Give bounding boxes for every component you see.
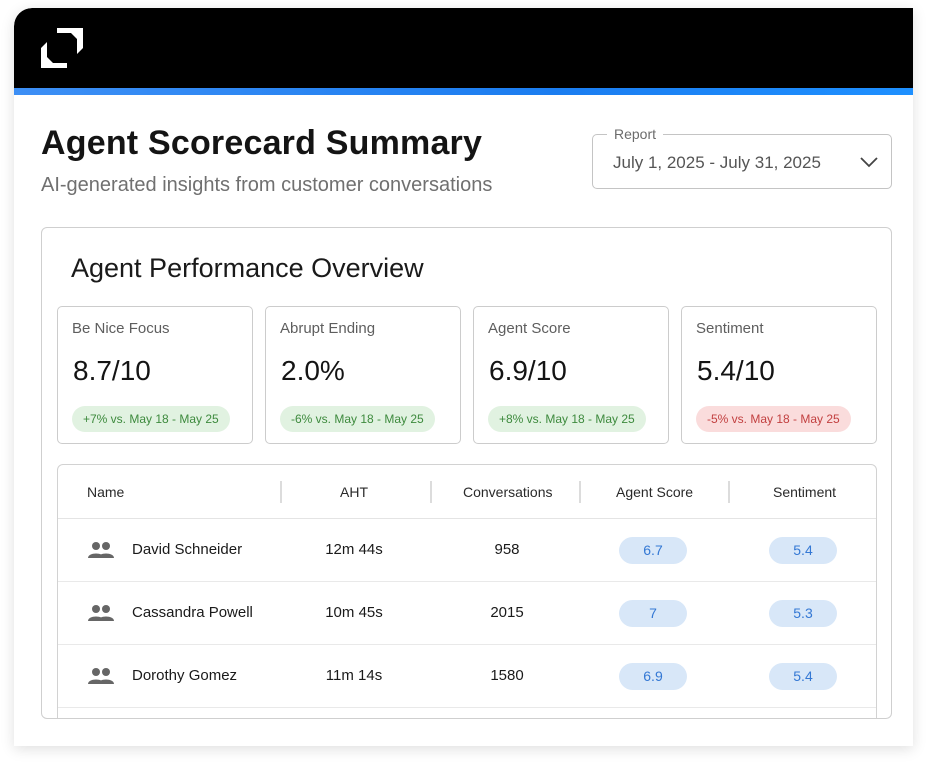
page-title: Agent Scorecard Summary [41, 124, 483, 162]
column-header-aht[interactable]: AHT [340, 484, 368, 500]
metric-change-badge: -6% vs. May 18 - May 25 [280, 406, 435, 432]
page-subtitle: AI-generated insights from customer conv… [41, 174, 493, 196]
table-row[interactable]: David Schneider 12m 44s 958 6.7 5.4 [58, 519, 876, 582]
chevron-down-icon [860, 157, 878, 168]
sentiment-pill: 5.3 [769, 600, 837, 627]
metric-card-be-nice-focus: Be Nice Focus 8.7/10 +7% vs. May 18 - Ma… [57, 306, 253, 444]
table-row[interactable]: Cassandra Powell 10m 45s 2015 7 5.3 [58, 582, 876, 645]
conversations-value: 1580 [490, 667, 524, 684]
report-label: Report [607, 126, 664, 142]
metric-change-badge: +8% vs. May 18 - May 25 [488, 406, 646, 432]
brand-logo-icon[interactable] [41, 28, 83, 68]
column-header-conversations[interactable]: Conversations [463, 484, 553, 500]
column-header-agent-score[interactable]: Agent Score [616, 484, 694, 500]
panel-title: Agent Performance Overview [71, 253, 424, 283]
agent-score-pill: 7 [619, 600, 687, 627]
group-icon [88, 542, 114, 558]
top-bar [14, 8, 913, 88]
top-bar-accent [14, 88, 913, 95]
column-resize-handle[interactable] [579, 481, 581, 503]
column-resize-handle[interactable] [728, 481, 730, 503]
metric-change-badge: +7% vs. May 18 - May 25 [72, 406, 230, 432]
metric-value: 6.9/10 [489, 355, 567, 386]
aht-value: 10m 45s [325, 604, 383, 621]
aht-value: 11m 14s [325, 667, 383, 684]
conversations-value: 958 [494, 541, 520, 558]
column-resize-handle[interactable] [280, 481, 282, 503]
metric-label: Abrupt Ending [280, 320, 376, 337]
app-window: Agent Scorecard Summary AI-generated ins… [14, 8, 913, 746]
metric-value: 5.4/10 [697, 355, 775, 386]
column-resize-handle[interactable] [876, 481, 877, 503]
metric-card-agent-score: Agent Score 6.9/10 +8% vs. May 18 - May … [473, 306, 669, 444]
agent-score-pill: 6.7 [619, 537, 687, 564]
aht-value: 12m 44s [325, 541, 383, 558]
sentiment-pill: 5.4 [769, 663, 837, 690]
table-row[interactable]: Dorothy Gomez 11m 14s 1580 6.9 5.4 [58, 645, 876, 708]
agent-table: Name AHT Conversations Agent Score Senti… [57, 464, 877, 718]
metric-label: Agent Score [488, 320, 571, 337]
report-date-range: July 1, 2025 - July 31, 2025 [613, 153, 821, 172]
metric-label: Be Nice Focus [72, 320, 170, 337]
group-icon [88, 668, 114, 684]
agent-name: Cassandra Powell [132, 604, 253, 621]
conversations-value: 2015 [490, 604, 524, 621]
metric-value: 8.7/10 [73, 355, 151, 386]
agent-score-pill: 6.9 [619, 663, 687, 690]
sentiment-pill: 5.4 [769, 537, 837, 564]
metric-card-sentiment: Sentiment 5.4/10 -5% vs. May 18 - May 25 [681, 306, 877, 444]
agent-performance-panel: Agent Performance Overview Be Nice Focus… [41, 227, 892, 719]
metric-card-abrupt-ending: Abrupt Ending 2.0% -6% vs. May 18 - May … [265, 306, 461, 444]
metric-label: Sentiment [696, 320, 764, 337]
agent-name: David Schneider [132, 541, 243, 558]
table-header: Name AHT Conversations Agent Score Senti… [58, 465, 877, 519]
agent-name: Dorothy Gomez [132, 667, 238, 684]
column-header-sentiment[interactable]: Sentiment [773, 484, 837, 500]
report-date-select[interactable]: Report July 1, 2025 - July 31, 2025 [592, 126, 892, 189]
column-header-name[interactable]: Name [87, 484, 125, 500]
group-icon [88, 605, 114, 621]
metric-change-badge: -5% vs. May 18 - May 25 [696, 406, 851, 432]
column-resize-handle[interactable] [430, 481, 432, 503]
metric-value: 2.0% [281, 355, 345, 386]
